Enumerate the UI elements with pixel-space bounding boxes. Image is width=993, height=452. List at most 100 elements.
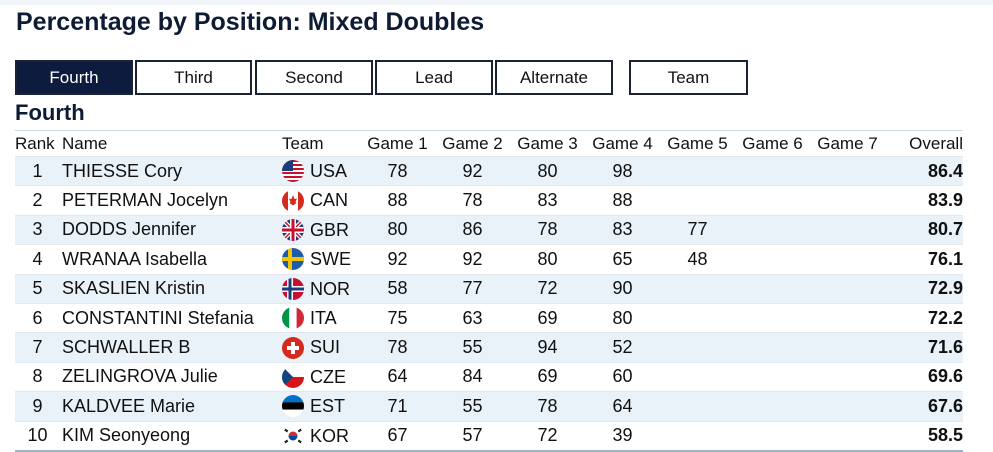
header-game-1: Game 1 [360,130,435,157]
game-2-cell: 86 [435,214,510,245]
team-code: ITA [310,307,337,328]
top-strip [0,0,993,5]
game-4-cell: 98 [585,155,660,186]
game-3-cell: 69 [510,302,585,333]
game-2-cell: 92 [435,155,510,186]
overall-cell: 86.4 [885,155,963,186]
tab-fourth[interactable]: Fourth [15,60,133,95]
game-4-cell: 65 [585,244,660,275]
rank-cell: 9 [15,391,60,422]
player-name-cell: SCHWALLER B [60,332,282,363]
game-7-cell [810,155,885,186]
game-2-cell: 78 [435,185,510,216]
team-code: CZE [310,366,346,387]
sui-flag-icon [282,336,304,359]
team-cell: KOR [282,420,360,452]
team-code: NOR [310,278,350,299]
game-6-cell [735,332,810,363]
team-cell: CZE [282,361,360,392]
game-6-cell [735,361,810,392]
rank-cell: 10 [15,420,60,452]
game-2-cell: 77 [435,273,510,304]
game-2-cell: 55 [435,332,510,363]
header-row: Rank Name Team Game 1 Game 2 Game 3 Game… [15,130,963,157]
header-game-4: Game 4 [585,130,660,157]
team-code: EST [310,395,346,416]
rank-cell: 6 [15,302,60,333]
gbr-flag-icon [282,219,304,242]
game-5-cell [660,332,735,363]
tab-second[interactable]: Second [255,60,373,95]
game-6-cell [735,273,810,304]
game-3-cell: 78 [510,214,585,245]
game-7-cell [810,361,885,392]
rank-cell: 4 [15,244,60,275]
header-rank: Rank [15,130,60,157]
player-name-cell: PETERMAN Jocelyn [60,185,282,216]
game-5-cell [660,155,735,186]
game-6-cell [735,185,810,216]
overall-cell: 80.7 [885,214,963,245]
game-7-cell [810,302,885,333]
game-6-cell [735,420,810,452]
game-5-cell [660,391,735,422]
overall-cell: 76.1 [885,244,963,275]
game-2-cell: 92 [435,244,510,275]
game-5-cell: 77 [660,214,735,245]
overall-cell: 72.9 [885,273,963,304]
tab-third[interactable]: Third [135,60,252,95]
tab-lead[interactable]: Lead [375,60,493,95]
swe-flag-icon [282,248,304,271]
overall-cell: 83.9 [885,185,963,216]
game-2-cell: 63 [435,302,510,333]
player-name-cell: DODDS Jennifer [60,214,282,245]
player-name-cell: ZELINGROVA Julie [60,361,282,392]
player-name-cell: KALDVEE Marie [60,391,282,422]
team-cell: NOR [282,273,360,304]
game-5-cell [660,361,735,392]
team-cell: GBR [282,214,360,245]
kor-flag-icon [282,424,304,447]
tab-alternate[interactable]: Alternate [495,60,613,95]
overall-cell: 58.5 [885,420,963,452]
game-1-cell: 78 [360,332,435,363]
cze-flag-icon [282,366,304,389]
team-cell: ITA [282,302,360,333]
team-cell: CAN [282,185,360,216]
game-1-cell: 64 [360,361,435,392]
game-1-cell: 75 [360,302,435,333]
game-1-cell: 58 [360,273,435,304]
est-flag-icon [282,395,304,418]
game-2-cell: 55 [435,391,510,422]
table-row: 7 SCHWALLER B SUI 78 55 94 52 71.6 [15,332,963,363]
can-flag-icon [282,189,304,212]
game-5-cell [660,302,735,333]
team-cell: USA [282,155,360,186]
game-1-cell: 80 [360,214,435,245]
header-overall: Overall [885,130,963,157]
game-2-cell: 57 [435,420,510,452]
game-5-cell: 48 [660,244,735,275]
game-6-cell [735,214,810,245]
team-code: SWE [310,248,352,269]
table-row: 3 DODDS Jennifer GBR 80 86 78 83 77 80.7 [15,214,963,245]
header-team: Team [282,130,360,157]
standings-table: Rank Name Team Game 1 Game 2 Game 3 Game… [15,130,963,452]
header-game-7: Game 7 [810,130,885,157]
game-4-cell: 60 [585,361,660,392]
player-name-cell: WRANAA Isabella [60,244,282,275]
game-4-cell: 64 [585,391,660,422]
player-name-cell: KIM Seonyeong [60,420,282,452]
game-6-cell [735,155,810,186]
game-4-cell: 88 [585,185,660,216]
nor-flag-icon [282,277,304,300]
team-cell: SUI [282,332,360,363]
game-4-cell: 83 [585,214,660,245]
player-name-cell: THIESSE Cory [60,155,282,186]
tab-team[interactable]: Team [629,60,748,95]
team-code: USA [310,160,348,181]
rank-cell: 7 [15,332,60,363]
game-1-cell: 71 [360,391,435,422]
overall-cell: 67.6 [885,391,963,422]
game-7-cell [810,332,885,363]
